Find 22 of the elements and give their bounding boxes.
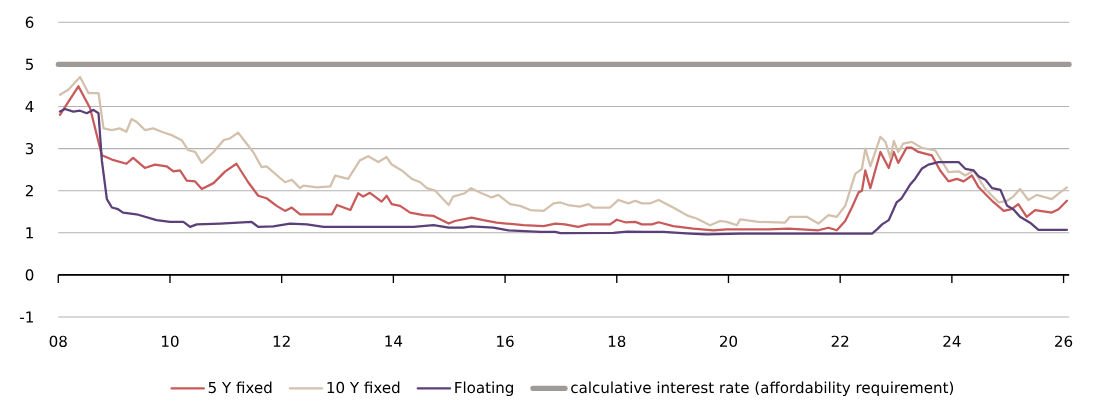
- x-tick-label: 14: [385, 335, 403, 347]
- x-tick-label: 18: [608, 335, 626, 348]
- legend-label: calculative interest rate (affordability requirement): [571, 381, 954, 397]
- y-tick-label: 6: [25, 16, 34, 28]
- y-tick-label: -1: [20, 311, 33, 323]
- x-tick-label: 20: [720, 335, 738, 348]
- x-tick-label: 12: [273, 335, 290, 347]
- x-tick-label: 22: [831, 335, 849, 347]
- legend-label: 10 Y fixed: [327, 381, 400, 394]
- x-tick-label: 10: [162, 335, 179, 348]
- legend-label: 5 Y fixed: [208, 381, 272, 394]
- x-tick-label: 26: [1055, 335, 1073, 348]
- y-tick-label: 1: [26, 227, 33, 239]
- y-tick-label: 2: [25, 185, 33, 197]
- y-tick-label: 5: [25, 58, 34, 70]
- x-tick-label: 08: [49, 335, 67, 348]
- x-tick-label: 16: [497, 335, 514, 348]
- x-tick-label: 24: [943, 335, 961, 347]
- y-tick-label: 4: [25, 101, 34, 112]
- y-tick-label: 3: [25, 142, 34, 155]
- legend-label: Floating: [455, 381, 513, 397]
- y-tick-label: 0: [25, 269, 34, 281]
